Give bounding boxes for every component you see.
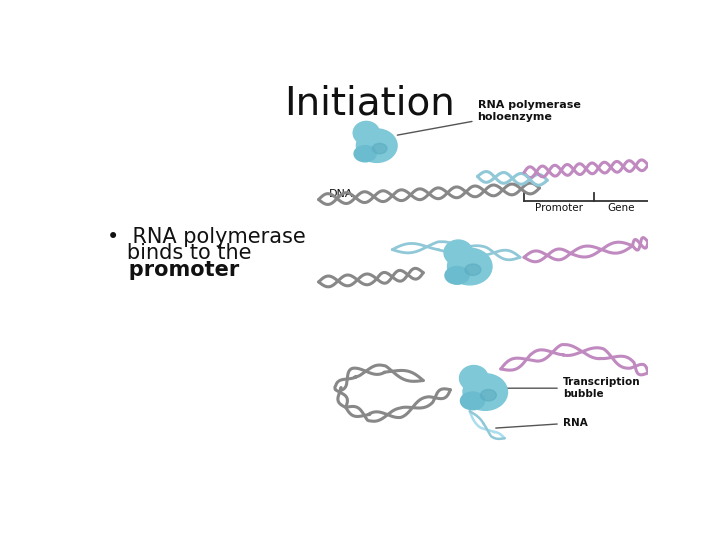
- Ellipse shape: [354, 122, 379, 145]
- Text: •  RNA polymerase: • RNA polymerase: [107, 226, 306, 246]
- Text: promoter: promoter: [107, 260, 239, 280]
- Text: RNA polymerase
holoenzyme: RNA polymerase holoenzyme: [397, 100, 580, 135]
- Ellipse shape: [372, 143, 387, 154]
- Ellipse shape: [459, 366, 488, 391]
- Text: binds to the: binds to the: [107, 244, 251, 264]
- Text: DNA: DNA: [329, 189, 354, 199]
- Text: Promoter: Promoter: [535, 204, 583, 213]
- Ellipse shape: [463, 374, 508, 410]
- Text: Transcription
bubble: Transcription bubble: [503, 377, 640, 399]
- Ellipse shape: [465, 264, 481, 275]
- Ellipse shape: [461, 392, 485, 410]
- Ellipse shape: [480, 389, 496, 401]
- Ellipse shape: [445, 267, 469, 284]
- Ellipse shape: [448, 248, 492, 285]
- Text: Initiation: Initiation: [284, 84, 454, 122]
- Ellipse shape: [354, 146, 376, 162]
- Text: Gene: Gene: [607, 204, 634, 213]
- Ellipse shape: [356, 129, 397, 163]
- Ellipse shape: [444, 240, 472, 265]
- Text: RNA: RNA: [496, 418, 588, 428]
